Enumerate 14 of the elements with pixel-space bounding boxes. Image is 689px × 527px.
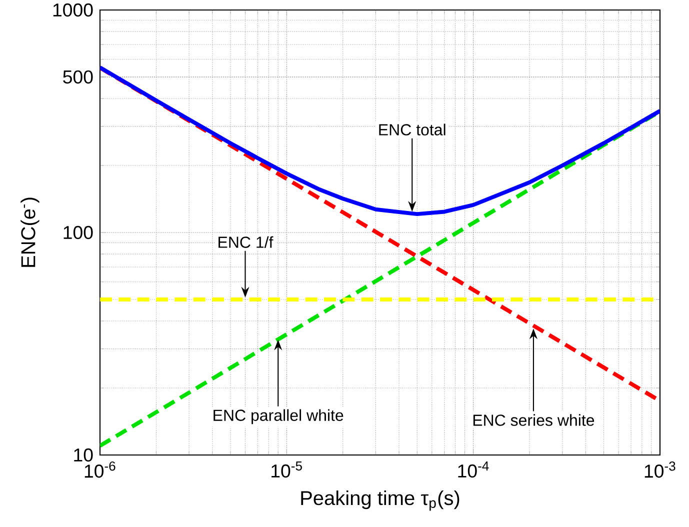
x-tick-label: 10$^{-5}$ xyxy=(272,461,302,478)
y-tick-label: 100 xyxy=(64,226,93,240)
x-tick-label: 10$^{-3}$ xyxy=(644,461,676,478)
annotation: ENC total xyxy=(379,124,446,136)
x-axis-title: Peaking time τ$_{p}$(s) xyxy=(301,490,460,511)
y-tick-label: 500 xyxy=(63,70,93,84)
y-tick-label: 1000 xyxy=(53,3,93,17)
x-tick-label: 10$^{-6}$ xyxy=(84,461,116,478)
annotation: ENC parallel white xyxy=(214,409,344,424)
y-tick-label: 10 xyxy=(74,448,93,462)
annotation: ENC series white xyxy=(473,414,594,426)
y-axis-title: ENC(e$^{-}$) xyxy=(20,198,40,267)
annotation: ENC 1/f xyxy=(218,236,274,248)
x-tick-label: 10$^{-4}$ xyxy=(458,461,489,478)
